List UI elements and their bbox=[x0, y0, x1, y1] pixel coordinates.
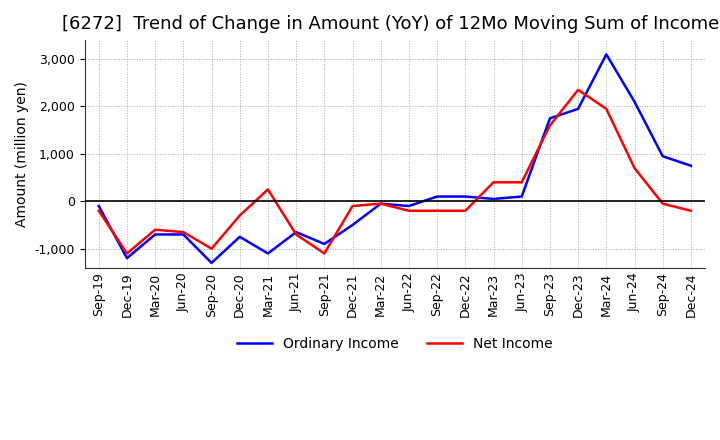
Ordinary Income bbox=[377, 201, 385, 206]
Net Income bbox=[292, 232, 300, 237]
Net Income bbox=[348, 203, 357, 209]
Net Income bbox=[405, 208, 413, 213]
Net Income bbox=[489, 180, 498, 185]
Ordinary Income bbox=[489, 196, 498, 202]
Ordinary Income bbox=[405, 203, 413, 209]
Legend: Ordinary Income, Net Income: Ordinary Income, Net Income bbox=[232, 331, 558, 356]
Net Income bbox=[122, 251, 131, 256]
Ordinary Income bbox=[122, 256, 131, 261]
Net Income bbox=[574, 87, 582, 92]
Net Income bbox=[687, 208, 696, 213]
Ordinary Income bbox=[207, 260, 216, 266]
Ordinary Income bbox=[320, 241, 328, 246]
Ordinary Income bbox=[602, 51, 611, 57]
Net Income bbox=[658, 201, 667, 206]
Ordinary Income bbox=[264, 251, 272, 256]
Ordinary Income bbox=[687, 163, 696, 169]
Net Income bbox=[235, 213, 244, 218]
Net Income bbox=[602, 106, 611, 111]
Ordinary Income bbox=[179, 232, 188, 237]
Net Income bbox=[94, 208, 103, 213]
Ordinary Income bbox=[574, 106, 582, 111]
Net Income bbox=[518, 180, 526, 185]
Net Income bbox=[433, 208, 441, 213]
Ordinary Income bbox=[658, 154, 667, 159]
Net Income bbox=[630, 165, 639, 171]
Net Income bbox=[546, 123, 554, 128]
Ordinary Income bbox=[348, 222, 357, 227]
Ordinary Income bbox=[150, 232, 159, 237]
Line: Net Income: Net Income bbox=[99, 90, 691, 253]
Ordinary Income bbox=[546, 116, 554, 121]
Ordinary Income bbox=[94, 203, 103, 209]
Y-axis label: Amount (million yen): Amount (million yen) bbox=[15, 81, 29, 227]
Ordinary Income bbox=[461, 194, 469, 199]
Net Income bbox=[179, 229, 188, 235]
Net Income bbox=[320, 251, 328, 256]
Net Income bbox=[150, 227, 159, 232]
Ordinary Income bbox=[433, 194, 441, 199]
Net Income bbox=[207, 246, 216, 251]
Ordinary Income bbox=[630, 99, 639, 104]
Ordinary Income bbox=[235, 234, 244, 239]
Ordinary Income bbox=[292, 229, 300, 235]
Net Income bbox=[264, 187, 272, 192]
Title: [6272]  Trend of Change in Amount (YoY) of 12Mo Moving Sum of Incomes: [6272] Trend of Change in Amount (YoY) o… bbox=[61, 15, 720, 33]
Net Income bbox=[377, 201, 385, 206]
Line: Ordinary Income: Ordinary Income bbox=[99, 54, 691, 263]
Net Income bbox=[461, 208, 469, 213]
Ordinary Income bbox=[518, 194, 526, 199]
